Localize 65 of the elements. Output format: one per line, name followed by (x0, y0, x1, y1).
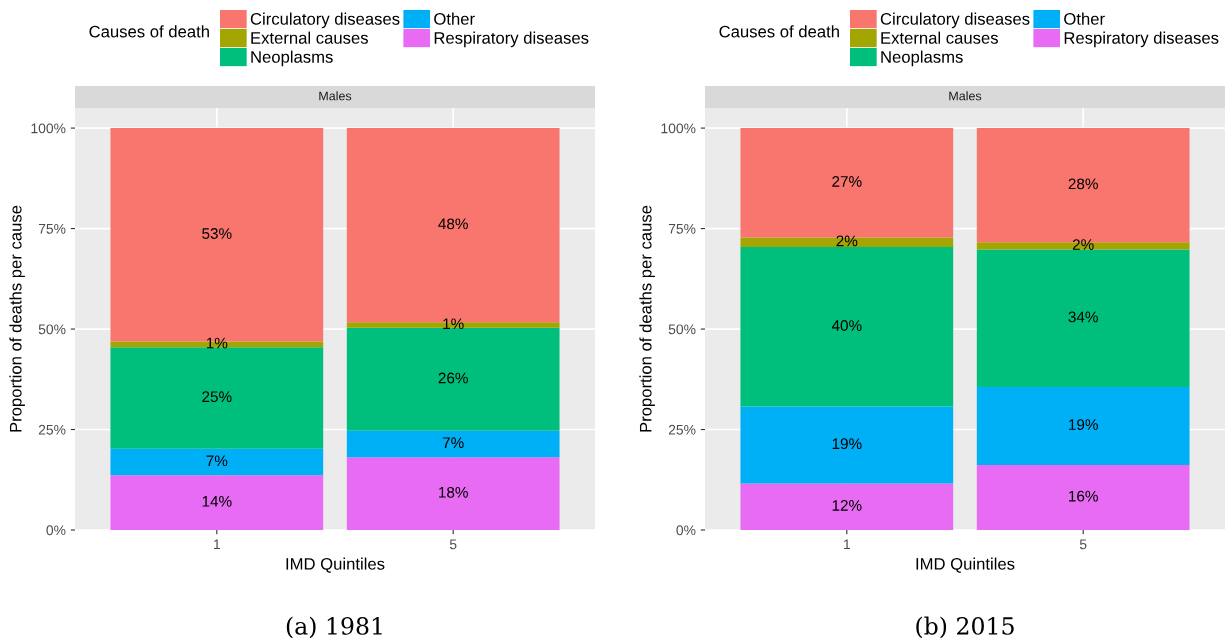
y-tick-label: 75% (668, 223, 696, 234)
x-tick-label: 1 (844, 539, 850, 550)
bar (110, 475, 324, 530)
y-tick-label: 0% (676, 525, 696, 536)
bar (346, 457, 560, 530)
data-label: 40% (831, 320, 862, 331)
data-label: 14% (202, 496, 232, 507)
data-label: 2% (836, 235, 858, 247)
legend-title: Causes of death (89, 25, 209, 38)
data-label: 28% (1068, 178, 1098, 190)
data-label: 48% (438, 218, 468, 230)
legend-label: External causes (251, 31, 368, 44)
data-label: 16% (1069, 490, 1098, 502)
legend-label: Other (434, 12, 475, 25)
chart-title: Males (319, 91, 352, 101)
y-tick-label: 50% (38, 324, 66, 335)
bar (740, 237, 954, 248)
data-label: 12% (832, 499, 862, 511)
x-axis-title: IMD Quintiles (916, 557, 1015, 573)
text: (a) 1981 (286, 616, 382, 639)
legend-title: Causes of death (719, 25, 839, 38)
data-label: 7% (206, 455, 228, 467)
data-label: 7% (442, 437, 464, 449)
legend-label: External causes (881, 31, 998, 44)
x-tick-label: 5 (449, 539, 457, 550)
x-tick-label: 1 (214, 539, 220, 550)
bar (740, 247, 954, 407)
legend-label: Respiratory diseases (1064, 31, 1219, 48)
x-axis-title: IMD Quintiles (286, 557, 385, 573)
legend-label: Neoplasms (881, 50, 963, 67)
data-label: 53% (202, 228, 232, 239)
bar (976, 464, 1190, 530)
y-tick-label: 25% (38, 424, 66, 435)
y-tick-label: 50% (668, 324, 696, 335)
x-tick-label: 5 (1079, 539, 1087, 550)
legend-label: Circulatory diseases (880, 12, 1030, 29)
bar (740, 483, 954, 530)
data-label: 2% (1072, 239, 1094, 250)
bar (346, 430, 560, 458)
data-label: 26% (438, 372, 468, 384)
bar (110, 347, 324, 449)
y-tick-label: 100% (661, 123, 696, 134)
legend-label: Neoplasms (251, 50, 333, 67)
chart-title: Males (949, 91, 982, 101)
bar (740, 406, 954, 484)
data-label: 27% (832, 176, 862, 187)
data-label: 25% (202, 391, 232, 403)
legend-label: Circulatory diseases (250, 12, 400, 29)
bar (110, 448, 324, 476)
y-tick-label: 75% (38, 223, 66, 234)
legend-label: Other (1064, 12, 1105, 25)
text: (b) 2015 (916, 616, 1014, 639)
bar (346, 327, 560, 431)
data-label: 19% (1069, 419, 1098, 431)
y-tick-label: 25% (668, 424, 696, 435)
y-axis-title: Proportion of deaths per cause (639, 205, 655, 432)
bar (976, 249, 1190, 387)
y-axis-title: Proportion of deaths per cause (9, 205, 25, 432)
y-tick-label: 100% (31, 123, 66, 134)
bar (976, 386, 1190, 465)
legend-label: Respiratory diseases (434, 31, 589, 48)
data-label: 18% (439, 486, 468, 498)
data-label: 19% (832, 438, 862, 450)
y-tick-label: 0% (46, 525, 66, 536)
data-label: 34% (1068, 311, 1098, 323)
